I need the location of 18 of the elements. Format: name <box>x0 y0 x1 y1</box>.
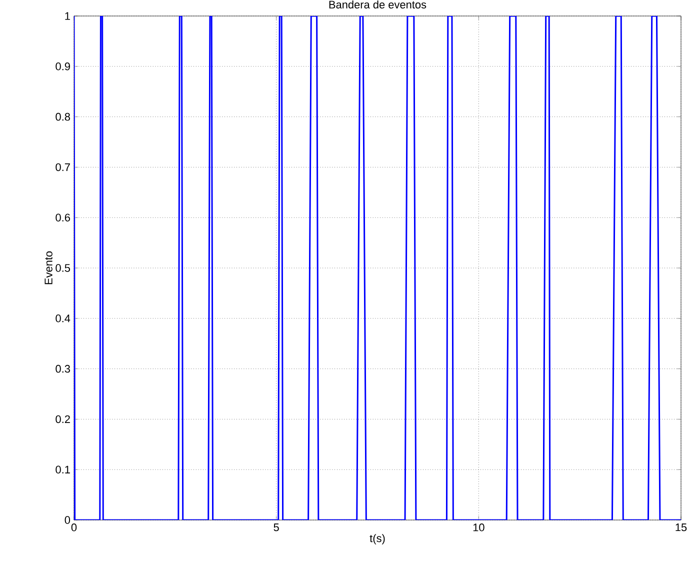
x-tick-label: 5 <box>274 524 279 532</box>
x-axis-title: t(s) <box>370 534 385 544</box>
x-tick-label: 10 <box>473 524 484 532</box>
y-tick-label: 0.3 <box>56 364 70 373</box>
chart-title: Bandera de eventos <box>329 0 426 8</box>
y-axis-title: Evento <box>44 251 52 284</box>
y-tick-label: 0.7 <box>56 163 70 172</box>
y-tick-label: 0.4 <box>56 314 70 322</box>
y-tick-label: 0 <box>64 516 70 524</box>
x-tick-label: 0 <box>71 524 77 532</box>
y-tick-label: 1 <box>65 12 70 20</box>
y-tick-label: 0.5 <box>56 264 70 272</box>
y-tick-label: 0.6 <box>56 214 70 222</box>
y-tick-label: 0.8 <box>56 112 70 121</box>
y-tick-label: 0.2 <box>56 415 70 424</box>
y-tick-label: 0.9 <box>56 62 70 70</box>
y-tick-label: 0.1 <box>56 466 70 474</box>
x-tick-label: 15 <box>676 524 687 532</box>
